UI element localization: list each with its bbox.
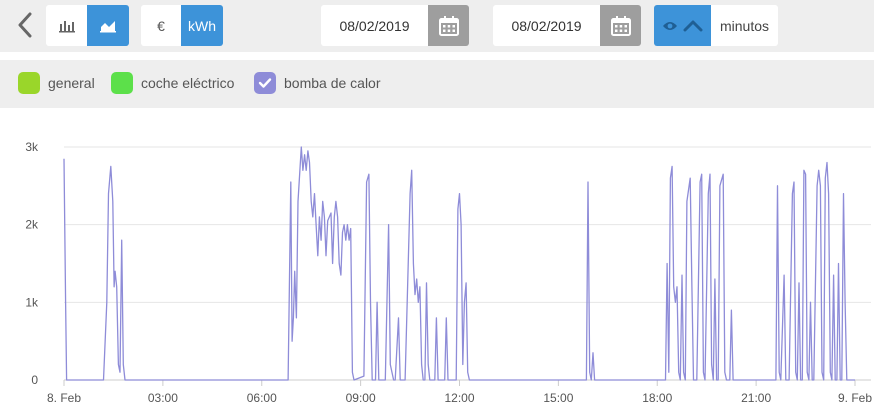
chevron-left-icon xyxy=(18,12,32,38)
y-tick-label: 0 xyxy=(31,373,38,387)
calendar-icon xyxy=(438,15,459,36)
x-tick-label: 12:00 xyxy=(444,391,474,405)
bar-chart-icon xyxy=(58,20,75,32)
consumption-chart: 0 1k 2k 3k 8. Feb 03:00 06:00 09:00 12:00 15:00 1… xyxy=(25,140,872,405)
date-from-picker-button[interactable] xyxy=(428,5,469,46)
chevron-up-icon xyxy=(683,20,703,31)
y-tick-label: 2k xyxy=(25,218,39,232)
toolbar: € kWh 08/02/2019 08/02/2019 xyxy=(0,0,874,52)
area-chart-icon xyxy=(100,20,116,32)
legend-bar: general coche eléctrico bomba de calor xyxy=(0,60,874,108)
y-tick-label: 1k xyxy=(25,295,39,309)
x-tick-label: 9. Feb xyxy=(838,391,872,405)
x-tick-label: 8. Feb xyxy=(47,391,81,405)
legend-label-general: general xyxy=(48,75,95,91)
legend-item-general[interactable]: general xyxy=(18,71,95,95)
eye-icon xyxy=(663,21,677,30)
x-tick-label: 21:00 xyxy=(741,391,771,405)
x-tick-label: 18:00 xyxy=(642,391,672,405)
series-line-heat-pump xyxy=(63,146,855,381)
check-icon xyxy=(258,78,272,88)
bar-chart-button[interactable] xyxy=(46,5,87,46)
legend-swatch-heat-pump xyxy=(254,72,276,94)
date-to-field[interactable]: 08/02/2019 xyxy=(493,5,600,46)
x-tick-label: 15:00 xyxy=(543,391,573,405)
x-tick-label: 03:00 xyxy=(148,391,178,405)
date-from-field[interactable]: 08/02/2019 xyxy=(321,5,428,46)
x-tick-label: 09:00 xyxy=(346,391,376,405)
legend-label-car: coche eléctrico xyxy=(141,75,235,91)
x-tick-label: 06:00 xyxy=(247,391,277,405)
back-button[interactable] xyxy=(8,8,42,42)
y-tick-label: 3k xyxy=(25,140,39,154)
area-chart-button[interactable] xyxy=(87,5,129,46)
units-selector[interactable]: minutos xyxy=(711,5,778,46)
energy-toggle[interactable]: kWh xyxy=(181,5,223,46)
legend-swatch-car xyxy=(111,72,133,94)
legend-swatch-general xyxy=(18,72,40,94)
visibility-toggle-button[interactable] xyxy=(654,5,711,46)
currency-toggle[interactable]: € xyxy=(141,5,181,46)
legend-item-heat-pump[interactable]: bomba de calor xyxy=(254,71,381,95)
date-to-picker-button[interactable] xyxy=(600,5,641,46)
calendar-icon xyxy=(610,15,631,36)
legend-label-heat-pump: bomba de calor xyxy=(284,75,381,91)
legend-item-car[interactable]: coche eléctrico xyxy=(111,71,234,95)
